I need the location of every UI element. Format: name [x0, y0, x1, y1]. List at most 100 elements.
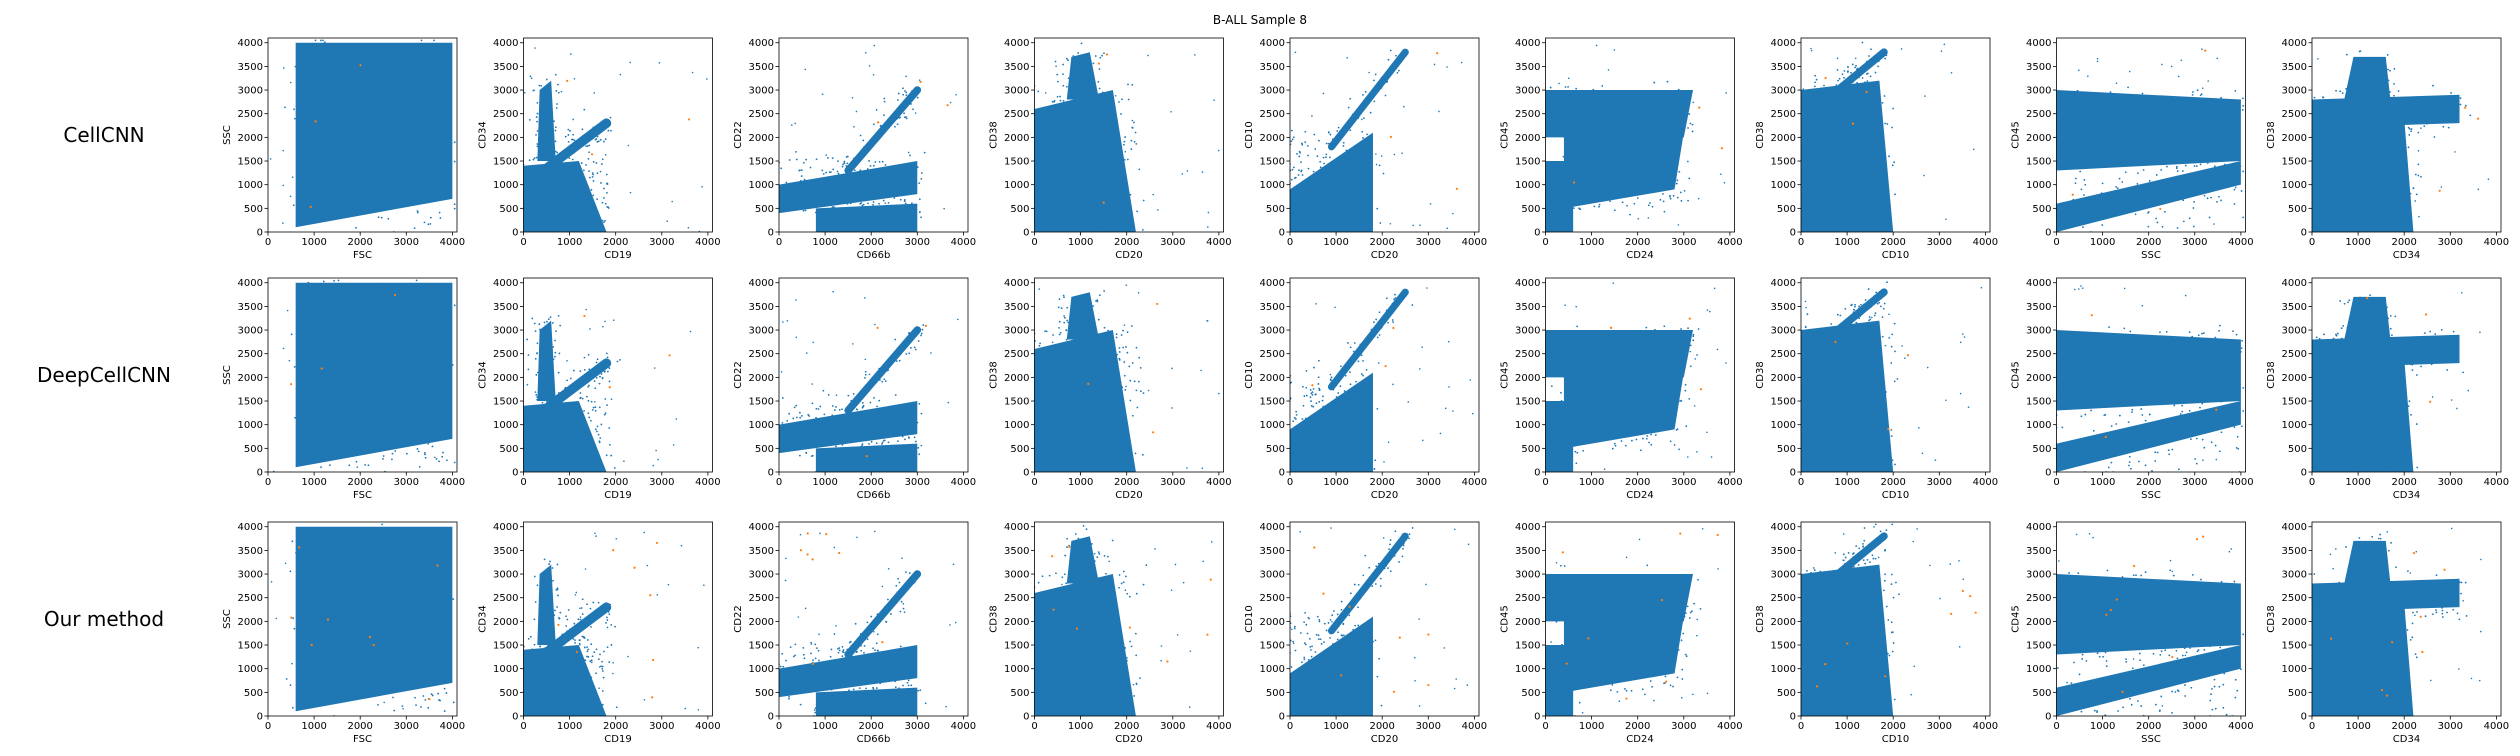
scatter-point [1057, 80, 1059, 83]
y-tick-label: 3500 [238, 62, 263, 73]
scatter-point [1331, 138, 1334, 141]
scatter-point [2128, 70, 2131, 73]
scatter-point [853, 126, 855, 128]
x-tick-label: 2000 [2136, 721, 2161, 732]
scatter-point [1376, 675, 1379, 678]
scatter-point [903, 112, 905, 115]
scatter-point [1063, 321, 1066, 324]
scatter-point [2335, 334, 2338, 337]
scatter-point [1118, 351, 1121, 353]
scatter-point [2115, 82, 2118, 85]
scatter-point [1571, 401, 1574, 404]
y-tick-label: 4000 [238, 278, 263, 289]
scatter-point [2187, 418, 2190, 420]
scatter-point [879, 125, 882, 127]
highlight-point [428, 697, 431, 701]
scatter-point [615, 537, 618, 540]
scatter-point [1160, 645, 1163, 647]
scatter-point [1304, 130, 1307, 133]
scatter-point [536, 342, 539, 345]
scatter-point [355, 460, 358, 463]
x-tick-label: 1000 [1579, 477, 1604, 488]
scatter-point [568, 178, 571, 181]
scatter-point [2423, 332, 2426, 335]
y-tick-label: 4000 [1004, 38, 1029, 49]
x-tick-label: 4000 [440, 237, 465, 248]
highlight-point [1322, 592, 1325, 595]
scatter-point [1882, 54, 1885, 57]
scatter-point [957, 318, 959, 321]
scatter-point [572, 164, 575, 167]
x-tick-label: 1000 [557, 237, 582, 248]
scatter-point [907, 679, 910, 682]
scatter-point [2387, 68, 2389, 71]
x-tick-label: 0 [520, 477, 526, 488]
scatter-point [897, 452, 900, 455]
scatter-point [1891, 459, 1894, 462]
x-axis-label: CD66b [857, 490, 891, 501]
scatter-point [1311, 391, 1314, 394]
cell-density [2344, 56, 2391, 100]
x-tick-label: 1000 [2090, 477, 2115, 488]
scatter-point [1958, 646, 1961, 648]
scatter-point [1065, 85, 1068, 88]
scatter-point [593, 380, 596, 383]
scatter-point [859, 134, 862, 137]
scatter-point [1886, 652, 1889, 655]
scatter-point [1471, 412, 1474, 415]
cell-density [1034, 574, 1136, 716]
scatter-point [605, 352, 608, 355]
scatter-point [289, 684, 292, 687]
scatter-point [1692, 339, 1695, 342]
scatter-point [1865, 60, 1868, 63]
scatter-point [866, 168, 869, 170]
x-tick-label: 3000 [394, 477, 419, 488]
scatter-point [1878, 677, 1880, 680]
scatter-point [1575, 462, 1578, 465]
scatter-point [1290, 639, 1292, 642]
x-tick-label: 3000 [2438, 237, 2463, 248]
scatter-point [1725, 92, 1728, 94]
scatter-point [2116, 187, 2119, 190]
scatter-point [2379, 533, 2382, 536]
scatter-point [2171, 428, 2174, 431]
scatter-point [1844, 307, 1847, 310]
scatter-point [543, 558, 546, 561]
scatter-point [2140, 574, 2143, 577]
scatter-point [1075, 342, 1078, 345]
y-tick-label: 2500 [1260, 349, 1285, 360]
y-tick-label: 500 [2032, 204, 2051, 215]
scatter-point [1147, 54, 1149, 57]
x-tick-label: 2000 [1880, 721, 1905, 732]
scatter-point [305, 296, 308, 299]
scatter-point [1058, 327, 1060, 329]
scatter-point [1875, 291, 1878, 294]
scatter-point [1609, 128, 1611, 131]
scatter-point [1841, 73, 1844, 75]
scatter-point [903, 344, 906, 346]
scatter-point [2147, 211, 2150, 214]
y-axis-label: CD38 [1755, 361, 1766, 388]
scatter-point [868, 65, 871, 67]
scatter-point [1860, 306, 1862, 309]
scatter-point [415, 548, 417, 550]
scatter-point [2397, 90, 2400, 92]
y-tick-label: 0 [257, 228, 263, 239]
y-tick-label: 3500 [749, 546, 774, 557]
scatter-point [829, 655, 832, 658]
y-tick-label: 1500 [1260, 397, 1285, 408]
scatter-point [1371, 585, 1374, 587]
highlight-point [1561, 551, 1564, 554]
y-tick-label: 4000 [749, 278, 774, 289]
scatter-point [914, 579, 917, 582]
scatter-point [1872, 557, 1875, 560]
scatter-point [1814, 442, 1817, 445]
scatter-point [1349, 359, 1352, 362]
y-tick-label: 1000 [1771, 420, 1796, 431]
scatter-point [1392, 303, 1395, 306]
scatter-point [1863, 431, 1865, 434]
scatter-point [841, 443, 844, 446]
scatter-point [1882, 534, 1884, 537]
scatter-points [2312, 291, 2481, 472]
scatter-point [824, 204, 827, 206]
